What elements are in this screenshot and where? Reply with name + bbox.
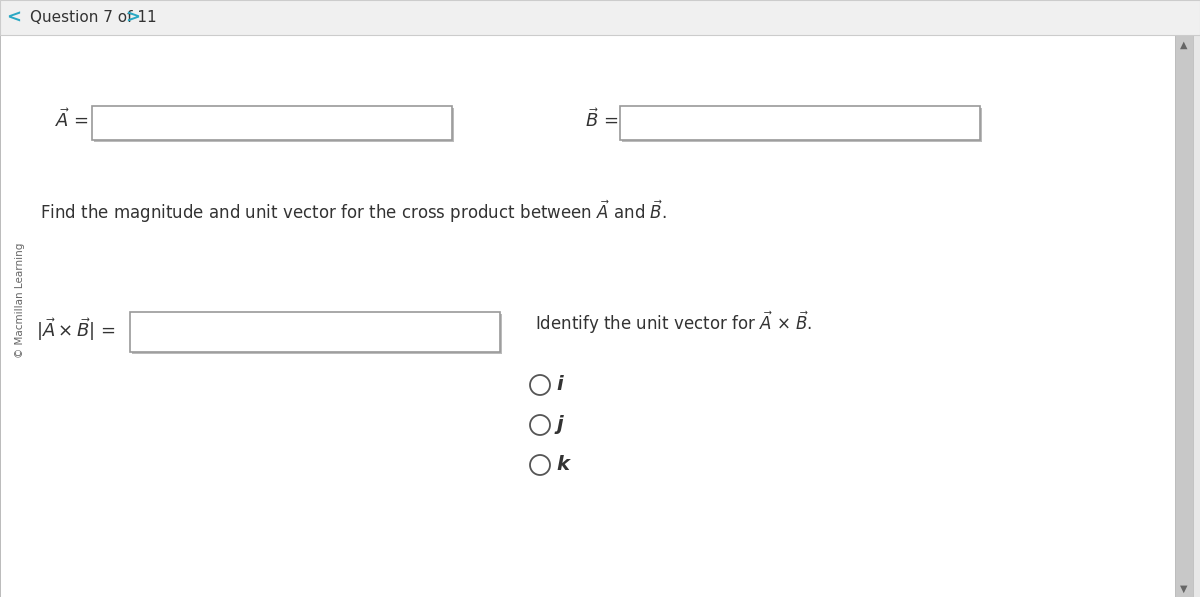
FancyBboxPatch shape [620,106,980,140]
Text: $\vec{A}$ =: $\vec{A}$ = [55,109,89,131]
Circle shape [530,455,550,475]
Circle shape [530,375,550,395]
Text: Question 7 of 11: Question 7 of 11 [30,10,157,25]
FancyBboxPatch shape [92,106,452,140]
Text: >: > [126,8,140,26]
FancyBboxPatch shape [130,312,500,352]
Text: <: < [6,8,22,26]
FancyBboxPatch shape [132,313,502,353]
Circle shape [530,415,550,435]
FancyBboxPatch shape [0,35,1175,597]
Text: Identify the unit vector for $\vec{A}$ $\times$ $\vec{B}$.: Identify the unit vector for $\vec{A}$ $… [535,310,812,336]
Text: k: k [556,456,569,475]
Text: © Macmillan Learning: © Macmillan Learning [14,242,25,358]
Text: $\vec{B}$ =: $\vec{B}$ = [586,109,618,131]
Text: $|\vec{A} \times \vec{B}|$ =: $|\vec{A} \times \vec{B}|$ = [36,316,115,343]
FancyBboxPatch shape [94,107,454,141]
Text: ▲: ▲ [1181,40,1188,50]
Text: i: i [556,376,563,395]
FancyBboxPatch shape [0,0,1200,35]
Text: Find the magnitude and unit vector for the cross product between $\vec{A}$ and $: Find the magnitude and unit vector for t… [40,199,667,225]
Text: ▼: ▼ [1181,584,1188,594]
FancyBboxPatch shape [1175,35,1193,597]
Text: j: j [556,416,563,435]
FancyBboxPatch shape [622,107,982,141]
